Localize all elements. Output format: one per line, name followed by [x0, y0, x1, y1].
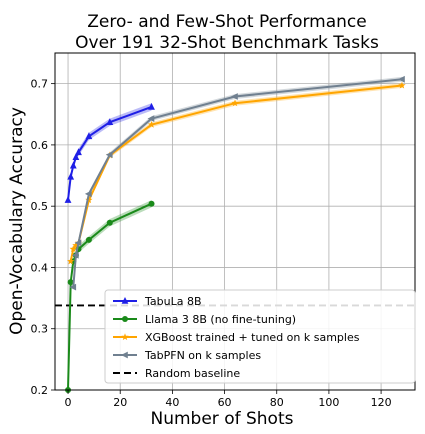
series-2-point: [72, 241, 80, 249]
series-1-point: [67, 279, 74, 286]
legend-label: XGBoost trained + tuned on k samples: [145, 331, 360, 344]
y-tick-label: 0.3: [31, 323, 49, 336]
x-tick-label: 80: [270, 396, 284, 409]
y-tick-label: 0.6: [31, 139, 49, 152]
series-line-3: [72, 78, 403, 288]
y-tick-label: 0.7: [31, 78, 49, 91]
series-3-point: [69, 283, 77, 291]
series-3-point: [105, 151, 113, 159]
series-2-point: [69, 245, 77, 253]
series-2-point: [147, 120, 156, 128]
legend: TabuLa 8B Llama 3 8B (no fine-tuning) XGBo…: [104, 289, 416, 384]
series-1-point: [85, 236, 92, 243]
series-3-point: [74, 239, 82, 247]
legend-swatch-marker: [121, 297, 129, 304]
legend-swatch-marker: [121, 333, 129, 341]
y-tick-label: 0.4: [31, 261, 49, 274]
chart-title-line-1: Zero- and Few-Shot Performance: [87, 12, 366, 32]
series-2-point: [85, 196, 93, 204]
x-tick-label: 60: [218, 396, 232, 409]
series-0-point: [67, 172, 75, 180]
legend-box: [104, 289, 416, 384]
plot-frame: [54, 52, 416, 391]
series-0-point: [72, 153, 80, 160]
series-3-point: [398, 75, 405, 83]
y-tick-label: 0.5: [31, 200, 49, 213]
series-0-point: [85, 132, 93, 140]
x-axis-ticks: 0 20 40 60 80 100 120: [65, 390, 392, 409]
legend-label: Llama 3 8B (no fine-tuning): [145, 313, 296, 326]
series-0-point: [106, 118, 114, 125]
series-3-point: [84, 190, 92, 198]
x-tick-label: 120: [371, 396, 392, 409]
x-tick-label: 100: [318, 396, 339, 409]
series-0-point: [69, 161, 77, 169]
series-2-point: [231, 99, 239, 107]
legend-swatch-marker: [121, 351, 128, 359]
series-2-point: [398, 81, 406, 89]
legend-label: TabuLa 8B: [144, 295, 202, 308]
y-axis-label: Open-Vocabulary Accuracy: [7, 107, 27, 335]
series-1-point: [148, 200, 155, 207]
x-tick-label: 20: [113, 396, 127, 409]
y-tick-label: 0.2: [31, 384, 49, 397]
chart-title-line-2: Over 191 32-Shot Benchmark Tasks: [75, 33, 379, 53]
series-3-point: [147, 115, 155, 122]
legend-swatch-marker: [122, 316, 128, 322]
x-axis-label: Number of Shots: [151, 409, 294, 429]
series-3-point: [71, 251, 79, 259]
series-layer: [64, 75, 406, 393]
legend-label: TabPFN on k samples: [144, 349, 261, 362]
series-0-point: [64, 196, 72, 203]
y-axis-ticks: 0.2 0.3 0.4 0.5 0.6 0.7: [31, 78, 55, 397]
series-band-3: [73, 76, 403, 290]
series-0-point: [148, 102, 155, 110]
series-2-point: [67, 257, 75, 265]
series-1-point: [106, 219, 113, 226]
series-0-point: [75, 148, 82, 156]
x-tick-label: 0: [65, 396, 72, 409]
x-tick-label: 40: [165, 396, 179, 409]
legend-label: Random baseline: [145, 367, 240, 380]
series-3-point: [231, 93, 238, 100]
